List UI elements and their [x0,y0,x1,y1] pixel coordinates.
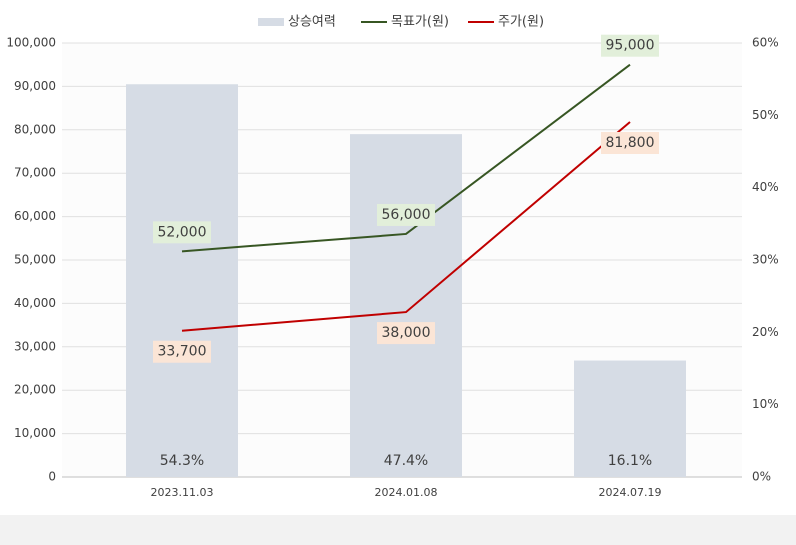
y-tick-label: 10,000 [14,426,56,440]
y2-tick-label: 40% [752,180,779,194]
legend-swatch [258,18,284,26]
data-label-bg [153,340,211,363]
y-tick-label: 60,000 [14,209,56,223]
y2-tick-label: 20% [752,325,779,339]
legend-label: 주가(원) [498,15,544,30]
bar [350,134,462,477]
data-label: 56,000 [382,207,431,223]
x-tick-label: 2024.07.19 [599,486,662,499]
data-label-bg [377,322,435,345]
y-tick-label: 50,000 [14,253,56,267]
y2-tick-label: 0% [752,470,771,484]
legend-label: 상승여력 [288,15,336,30]
data-label-bg [153,221,211,244]
data-label: 81,800 [606,135,655,151]
data-label: 95,000 [606,38,655,54]
bar-label: 54.3% [160,453,204,469]
y2-tick-label: 50% [752,108,779,122]
data-label-bg [377,203,435,226]
data-label-bg [601,131,659,154]
bar [574,360,686,477]
bar-label: 47.4% [384,453,428,469]
line [181,121,631,332]
y-tick-label: 0 [48,470,56,484]
data-label-bg [601,34,659,57]
y2-tick-label: 10% [752,397,779,411]
y2-tick-label: 30% [752,253,779,267]
y-tick-label: 20,000 [14,383,56,397]
y-tick-label: 80,000 [14,122,56,136]
x-tick-label: 2023.11.03 [151,486,214,499]
y-tick-label: 70,000 [14,166,56,180]
x-tick-label: 2024.01.08 [375,486,438,499]
legend-label: 목표가(원) [391,15,449,30]
data-label: 38,000 [382,325,431,341]
line [181,63,631,253]
data-label: 52,000 [158,224,207,240]
data-label: 33,700 [158,344,207,360]
y-tick-label: 100,000 [6,36,56,50]
bar [126,84,238,477]
y-tick-label: 40,000 [14,296,56,310]
bar-label: 16.1% [608,453,652,469]
y-tick-label: 90,000 [14,79,56,93]
y-tick-label: 30,000 [14,339,56,353]
y2-tick-label: 60% [752,36,779,50]
